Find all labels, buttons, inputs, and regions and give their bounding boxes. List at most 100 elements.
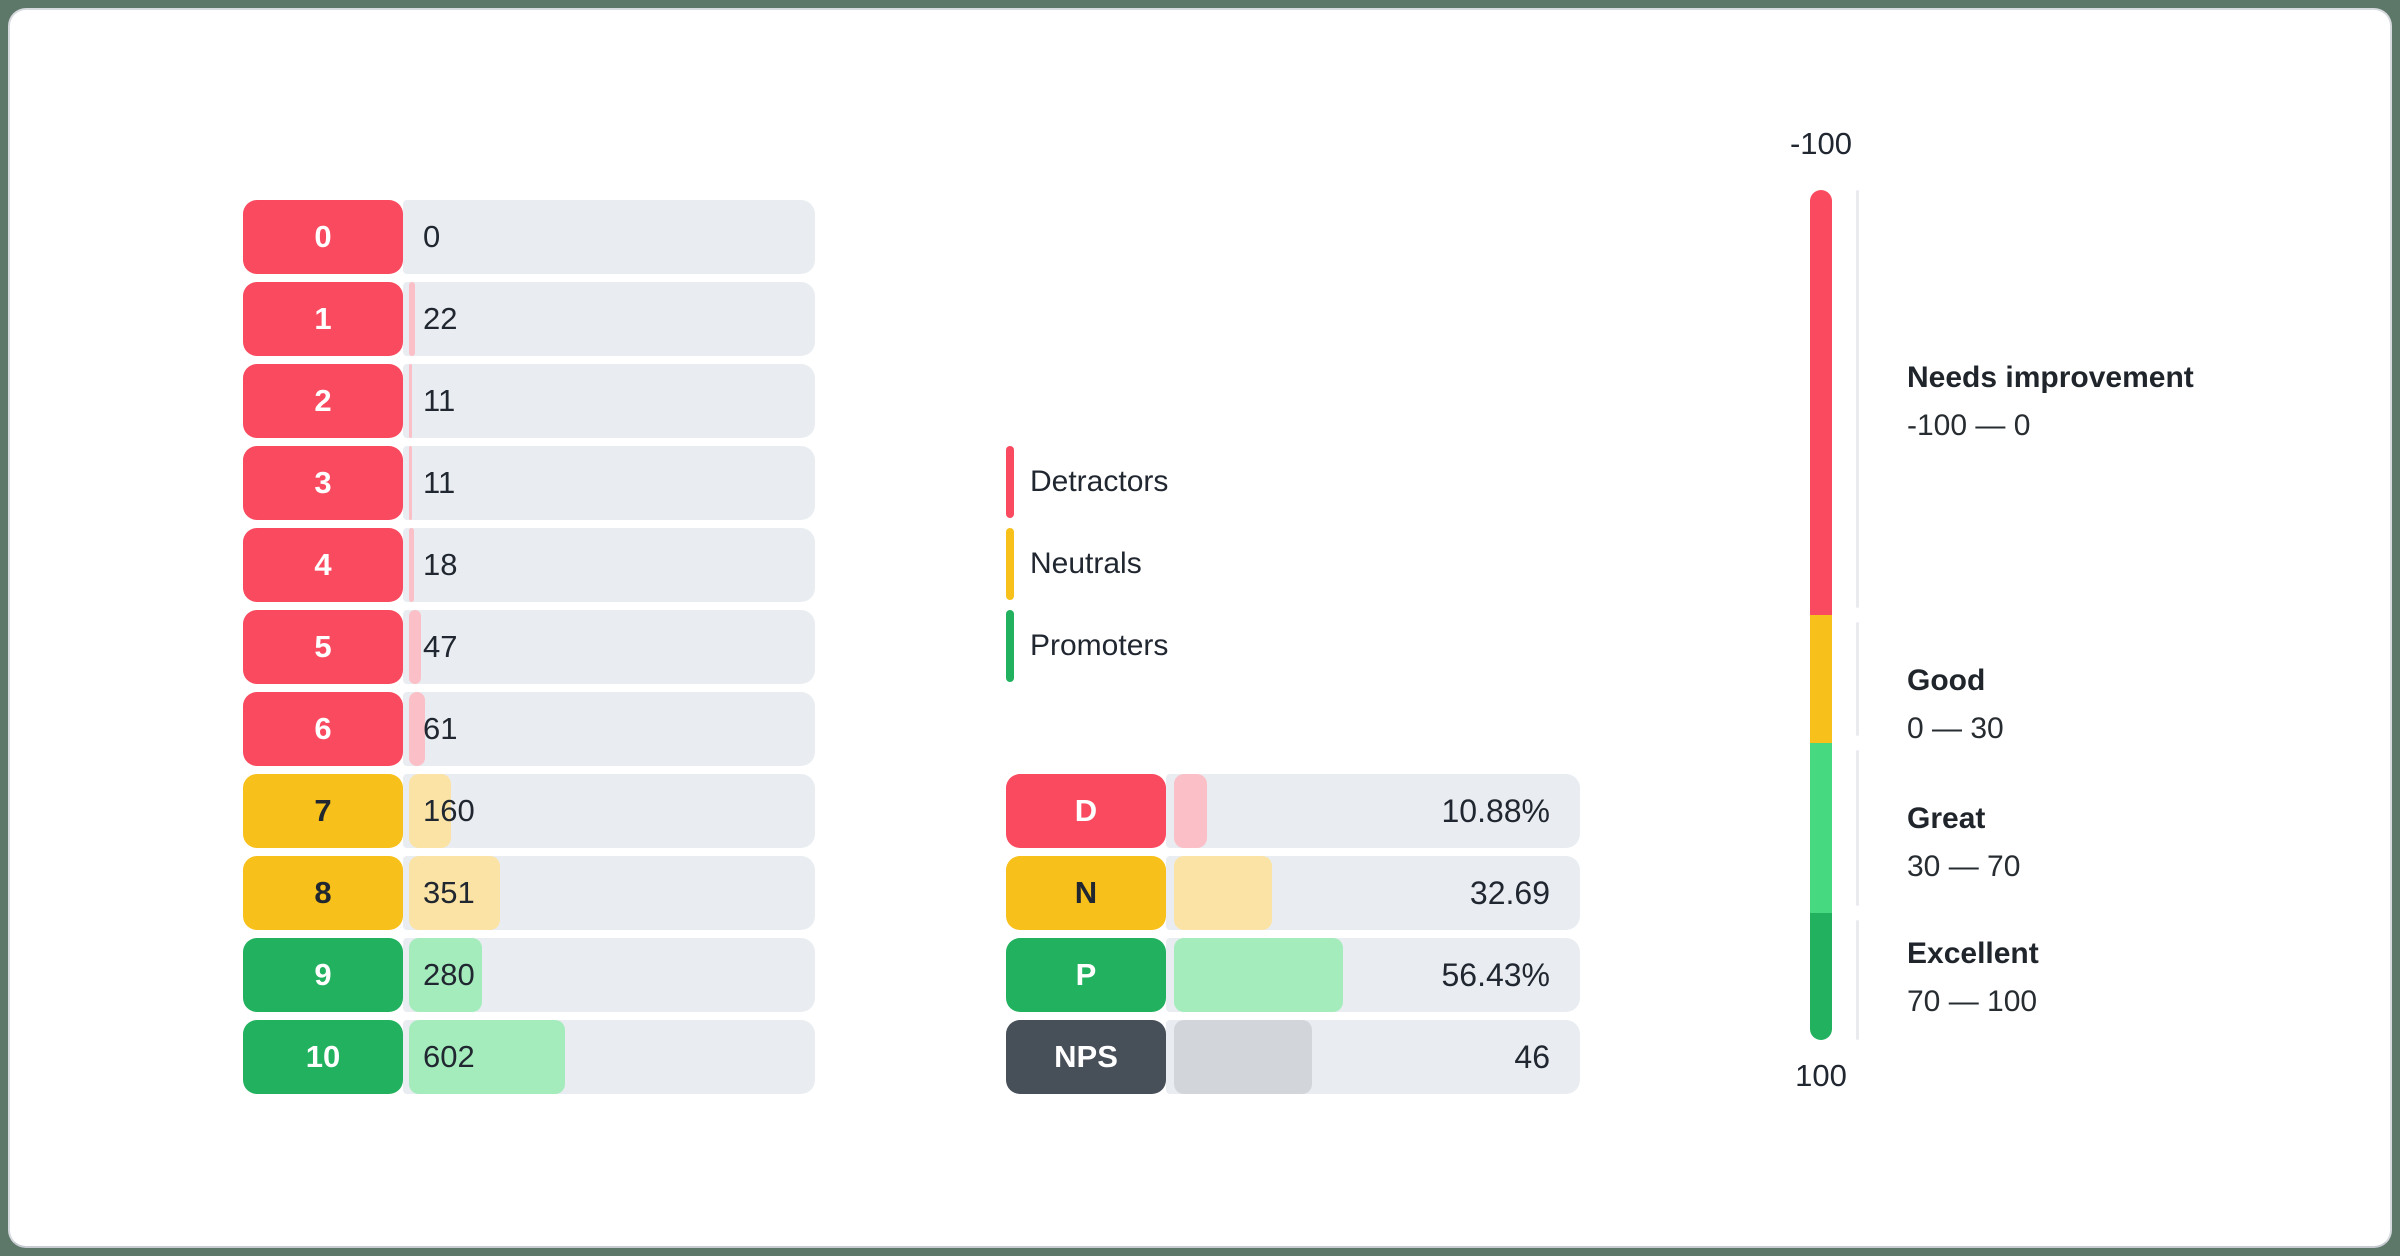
gauge-zone-title: Good <box>1907 664 1986 697</box>
histogram-row: 0 0 <box>243 200 815 274</box>
gauge-zone-label: Excellent 70 — 100 <box>1907 930 2327 1026</box>
count-label: 47 <box>423 629 458 664</box>
summary-track: 46 <box>1166 1020 1580 1094</box>
summary-value: 32.69 <box>1469 874 1550 911</box>
histogram-row: 10 602 <box>243 1020 815 1094</box>
histogram-track: 351 <box>403 856 815 930</box>
score-button[interactable]: 0 <box>243 200 403 274</box>
histogram-fill <box>409 364 412 438</box>
summary-fill <box>1174 856 1273 930</box>
histogram-track: 11 <box>403 364 815 438</box>
count-label: 280 <box>423 957 475 992</box>
histogram-row: 9 280 <box>243 938 815 1012</box>
count-label: 22 <box>423 301 458 336</box>
histogram-fill <box>409 856 501 930</box>
summary-value: 10.88% <box>1441 792 1550 829</box>
gauge-zone-title: Excellent <box>1907 937 2039 970</box>
gauge-bar <box>1810 190 1832 1040</box>
score-button[interactable]: 10 <box>243 1020 403 1094</box>
histogram-track: 47 <box>403 610 815 684</box>
gauge-zone-range: -100 — 0 <box>1907 409 2031 442</box>
count-label: 61 <box>423 711 458 746</box>
score-button[interactable]: 3 <box>243 446 403 520</box>
summary-button[interactable]: P <box>1006 938 1166 1012</box>
histogram-fill <box>409 610 422 684</box>
score-button[interactable]: 1 <box>243 282 403 356</box>
gauge-zone-label: Good 0 — 30 <box>1907 657 2327 753</box>
gauge-zone-segment <box>1810 615 1832 743</box>
legend-label: Detractors <box>1030 465 1169 498</box>
summary-fill <box>1174 938 1344 1012</box>
dashboard-card: 0 0 1 22 2 11 3 11 4 18 5 47 <box>8 8 2392 1248</box>
summary-fill <box>1174 774 1207 848</box>
gauge-top-tick-label: -100 <box>1789 126 1853 161</box>
score-button[interactable]: 6 <box>243 692 403 766</box>
score-button[interactable]: 2 <box>243 364 403 438</box>
legend-color-pill <box>1006 446 1014 518</box>
histogram-track: 61 <box>403 692 815 766</box>
histogram-fill <box>409 774 451 848</box>
histogram-row: 6 61 <box>243 692 815 766</box>
legend-label: Neutrals <box>1030 547 1142 580</box>
gauge-bottom-tick-label: 100 <box>1795 1058 1847 1093</box>
summary-row: NPS 46 <box>1006 1020 1580 1094</box>
summary-button[interactable]: NPS <box>1006 1020 1166 1094</box>
histogram-row: 4 18 <box>243 528 815 602</box>
summary-button[interactable]: N <box>1006 856 1166 930</box>
histogram-track: 11 <box>403 446 815 520</box>
score-button[interactable]: 4 <box>243 528 403 602</box>
histogram-track: 0 <box>403 200 815 274</box>
gauge-axis-segment <box>1856 622 1859 736</box>
gauge-zone-range: 0 — 30 <box>1907 712 2004 745</box>
summary-track: 32.69 <box>1166 856 1580 930</box>
summary-row: N 32.69 <box>1006 856 1580 930</box>
histogram-track: 18 <box>403 528 815 602</box>
summary-track: 56.43% <box>1166 938 1580 1012</box>
histogram-row: 2 11 <box>243 364 815 438</box>
score-button[interactable]: 8 <box>243 856 403 930</box>
gauge-zone-title: Great <box>1907 802 1986 835</box>
histogram-row: 1 22 <box>243 282 815 356</box>
count-label: 11 <box>423 465 456 500</box>
gauge-zone-label: Needs improvement -100 — 0 <box>1907 354 2327 450</box>
histogram-fill <box>409 692 425 766</box>
gauge-zone-segment <box>1810 190 1832 615</box>
histogram-row: 5 47 <box>243 610 815 684</box>
count-label: 351 <box>423 875 475 910</box>
gauge-zone-title: Needs improvement <box>1907 361 2194 394</box>
summary-value: 46 <box>1514 1038 1550 1075</box>
summary-track: 10.88% <box>1166 774 1580 848</box>
gauge-zone-segment <box>1810 912 1832 1040</box>
histogram-row: 8 351 <box>243 856 815 930</box>
histogram-row: 7 160 <box>243 774 815 848</box>
summary-button[interactable]: D <box>1006 774 1166 848</box>
legend-color-pill <box>1006 528 1014 600</box>
count-label: 11 <box>423 383 456 418</box>
score-button[interactable]: 7 <box>243 774 403 848</box>
histogram-fill <box>409 446 412 520</box>
histogram-fill <box>409 1020 566 1094</box>
gauge-zone-segment <box>1810 742 1832 913</box>
gauge-axis-segment <box>1856 190 1859 608</box>
histogram-track: 22 <box>403 282 815 356</box>
histogram-fill <box>409 528 414 602</box>
count-label: 160 <box>423 793 475 828</box>
count-label: 0 <box>423 219 441 254</box>
gauge-zone-label: Great 30 — 70 <box>1907 795 2327 891</box>
gauge-zone-range: 70 — 100 <box>1907 985 2038 1018</box>
gauge-axis-segment <box>1856 919 1859 1040</box>
legend-label: Promoters <box>1030 629 1169 662</box>
count-label: 602 <box>423 1039 475 1074</box>
score-button[interactable]: 9 <box>243 938 403 1012</box>
legend-color-pill <box>1006 610 1014 682</box>
score-button[interactable]: 5 <box>243 610 403 684</box>
histogram-row: 3 11 <box>243 446 815 520</box>
histogram-fill <box>409 938 482 1012</box>
summary-fill <box>1174 1020 1312 1094</box>
summary-row: P 56.43% <box>1006 938 1580 1012</box>
summary-value: 56.43% <box>1441 956 1550 993</box>
histogram-fill <box>409 282 415 356</box>
histogram-track: 602 <box>403 1020 815 1094</box>
histogram-track: 280 <box>403 938 815 1012</box>
